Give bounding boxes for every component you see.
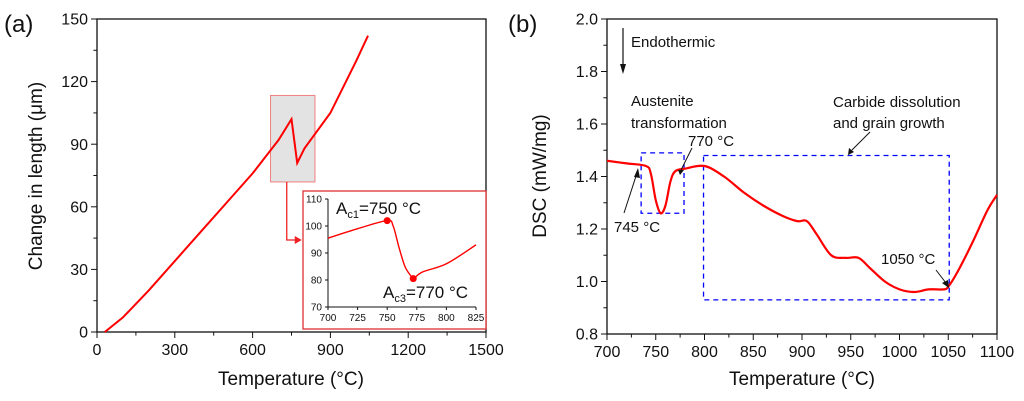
endothermic-label: Endothermic (631, 34, 716, 51)
y-tick-label: 90 (70, 137, 88, 154)
label-1050c: 1050 °C (881, 251, 936, 268)
x-tick-label: 750 (379, 313, 396, 324)
x-tick-label: 0 (93, 342, 102, 359)
x-tick-label: 800 (691, 344, 718, 361)
highlight-boxes (640, 152, 950, 301)
arrow-1050c (935, 269, 947, 284)
arrow-carbide (851, 131, 871, 151)
inset-connector-arrow (286, 181, 297, 241)
y-tick-label: 1.4 (576, 169, 598, 186)
arrow-745c (623, 172, 638, 214)
carbide-box (702, 154, 950, 301)
inset-marker-ac1 (383, 217, 391, 225)
x-tick-label: 750 (642, 344, 669, 361)
y-tick-label: 30 (70, 262, 88, 279)
x-tick-label: 700 (320, 313, 337, 324)
label-770c: 770 °C (688, 133, 734, 150)
y-tick-label: 1.8 (576, 64, 598, 81)
y-tick-label: 120 (61, 74, 88, 91)
inset-marker-ac3 (409, 275, 417, 283)
zoom-region-box (270, 94, 316, 183)
ac3-label-rest: =770 °C (406, 283, 468, 302)
austenite-box (640, 152, 685, 214)
arrow-770c (680, 147, 693, 171)
x-tick-label: 900 (789, 344, 816, 361)
panel-b-series-line (606, 159, 998, 294)
y-tick-label: 0.8 (576, 327, 598, 344)
x-tick-label: 1000 (882, 344, 918, 361)
y-tick-label: 110 (306, 195, 322, 206)
austenite-label-line2: transformation (631, 115, 727, 132)
austenite-label-line1: Austenite (631, 93, 694, 110)
inset-markers (383, 217, 417, 283)
inset-y-ticks: 70 80 90 100 110 (305, 195, 328, 314)
arrowhead-770c (678, 170, 684, 175)
inset-connector-arrowhead (294, 236, 302, 244)
panel-a-series-line (104, 35, 369, 333)
inset-plot: 700 725 750 775 800 825 70 80 90 100 110 Ac1=750 … (302, 190, 487, 330)
x-tick-label: 300 (161, 342, 188, 359)
panel-a-y-axis-label: Change in length (μm) (26, 82, 47, 270)
x-tick-label: 1050 (930, 344, 966, 361)
y-tick-label: 100 (305, 222, 322, 233)
y-tick-label: 1.6 (576, 117, 598, 134)
x-tick-label: 850 (740, 344, 767, 361)
x-tick-label: 1200 (390, 342, 426, 359)
x-tick-label: 775 (408, 313, 425, 324)
panel-b-plot-frame (606, 18, 998, 335)
ac1-label: Ac1=750 °C (336, 199, 421, 221)
ac1-label-main: A (336, 199, 348, 218)
y-tick-label: 70 (311, 303, 323, 314)
panel-a-label: (a) (4, 11, 33, 38)
x-tick-label: 900 (317, 342, 344, 359)
arrowhead-745c (634, 168, 640, 178)
carbide-label-line2: and grain growth (833, 115, 945, 132)
panel-b-y-ticks: 0.8 1.0 1.2 1.4 1.6 1.8 2.0 (576, 12, 607, 344)
x-tick-label: 600 (239, 342, 266, 359)
x-tick-label: 725 (349, 313, 366, 324)
panel-a-x-axis-label: Temperature (°C) (218, 369, 364, 390)
label-745c: 745 °C (614, 219, 660, 236)
ac3-label: Ac3=770 °C (383, 283, 468, 305)
panel-b-x-ticks: 700 750 800 850 900 950 1000 1050 1100 (594, 334, 1015, 361)
panel-a-x-ticks: 0 300 600 900 1200 1500 (93, 332, 504, 359)
y-tick-label: 1.0 (576, 274, 598, 291)
y-tick-label: 1.2 (576, 222, 598, 239)
x-tick-label: 950 (837, 344, 864, 361)
panel-a: (a) 0 300 600 900 1200 1500 0 30 60 90 120 150 Tem… (4, 11, 504, 390)
panel-b-y-axis-label: DSC (mW/mg) (530, 114, 551, 237)
y-tick-label: 60 (70, 199, 88, 216)
ac1-label-sub: c1 (347, 209, 359, 221)
ac3-label-sub: c3 (394, 293, 406, 305)
x-tick-label: 1500 (468, 342, 504, 359)
x-tick-label: 800 (438, 313, 455, 324)
y-tick-label: 150 (61, 12, 88, 29)
panel-b-label: (b) (508, 11, 537, 38)
y-tick-label: 0 (79, 325, 88, 342)
panel-b-x-axis-label: Temperature (°C) (729, 369, 875, 390)
ac3-label-main: A (383, 283, 395, 302)
panel-b: (b) 700 750 800 850 900 950 1000 1050 1100 0.8 1.… (508, 11, 1014, 390)
inset-series-line (327, 219, 477, 280)
inset-x-ticks: 700 725 750 775 800 825 (320, 307, 485, 324)
x-tick-label: 1100 (980, 344, 1015, 361)
ac1-label-rest: =750 °C (359, 199, 421, 218)
y-tick-label: 2.0 (576, 12, 598, 29)
carbide-label-line1: Carbide dissolution (833, 94, 961, 111)
endothermic-arrowhead (620, 64, 626, 74)
y-tick-label: 80 (311, 276, 323, 287)
inset-frame (302, 190, 487, 330)
x-tick-label: 825 (468, 313, 485, 324)
arrowhead-carbide (848, 148, 854, 155)
x-tick-label: 700 (594, 344, 621, 361)
y-tick-label: 90 (311, 249, 323, 260)
panel-a-y-ticks: 0 30 60 90 120 150 (61, 12, 97, 342)
arrowhead-1050c (942, 280, 949, 288)
